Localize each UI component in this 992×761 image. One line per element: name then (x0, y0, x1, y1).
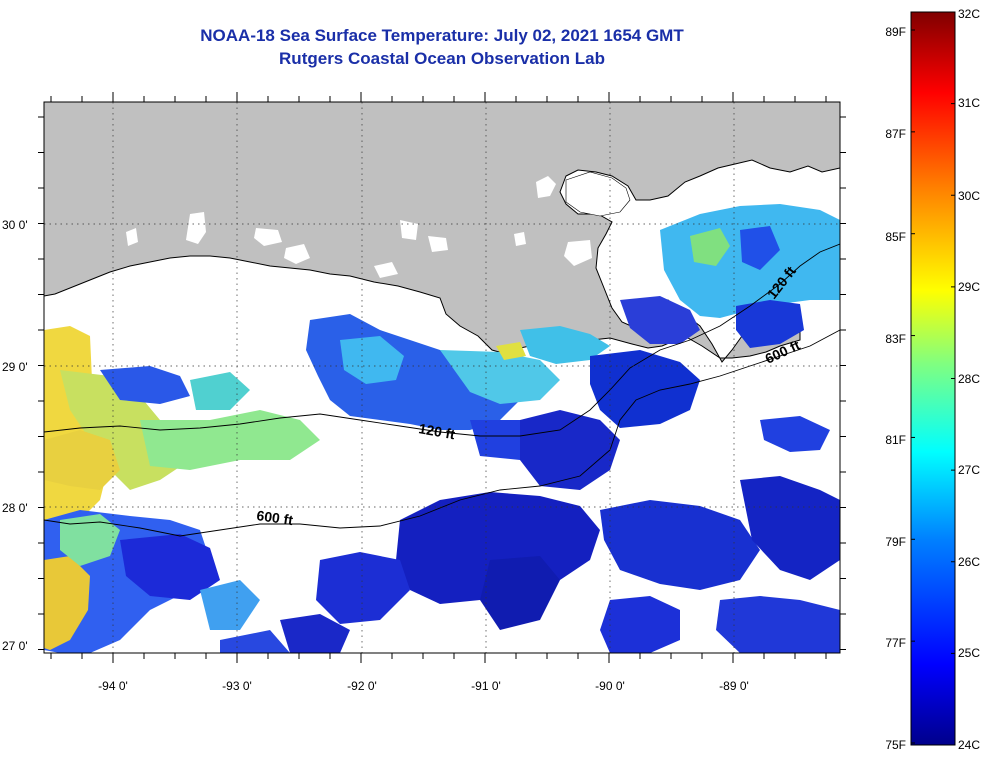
colorbar-fahrenheit-label: 83F (885, 332, 906, 346)
lake (564, 240, 592, 266)
colorbar-fahrenheit-label: 75F (885, 738, 906, 752)
colorbar-fahrenheit-label: 89F (885, 25, 906, 39)
graticule (44, 102, 840, 653)
colorbar-celsius-label: 26C (958, 555, 980, 569)
colorbar-celsius-label: 31C (958, 96, 980, 110)
colorbar (910, 11, 956, 746)
chart-subtitle: Rutgers Coastal Ocean Observation Lab (279, 49, 605, 68)
lon-label: -90 0' (595, 679, 625, 693)
colorbar-fahrenheit-label: 77F (885, 636, 906, 650)
lake (126, 228, 138, 246)
lon-label: -89 0' (719, 679, 749, 693)
contour-label-600ft: 600 ft (256, 507, 295, 528)
axis-ticks (38, 92, 846, 663)
lon-label: -94 0' (98, 679, 128, 693)
lon-label: -93 0' (222, 679, 252, 693)
lon-label: -91 0' (471, 679, 501, 693)
colorbar-celsius-label: 29C (958, 280, 980, 294)
lake (536, 176, 556, 198)
sst-patches (44, 204, 840, 653)
lon-label: -92 0' (347, 679, 377, 693)
colorbar-celsius-label: 25C (958, 646, 980, 660)
lat-label: 30 0' (2, 218, 28, 232)
colorbar-fahrenheit-label: 87F (885, 127, 906, 141)
lake (400, 220, 418, 240)
lake (686, 176, 822, 210)
colorbar-celsius-label: 32C (958, 7, 980, 21)
colorbar-celsius-label: 27C (958, 463, 980, 477)
lat-label: 29 0' (2, 360, 28, 374)
land-mass (44, 102, 840, 363)
lat-label: 28 0' (2, 501, 28, 515)
contour-label-120ft: 120 ft (417, 420, 456, 442)
lake (284, 244, 310, 264)
lake (254, 228, 282, 246)
colorbar-celsius-label: 28C (958, 372, 980, 386)
colorbar-ticks (911, 11, 955, 746)
lake (186, 212, 206, 244)
map-content: 120 ft 600 ft 120 ft 600 ft (44, 102, 840, 653)
colorbar-fahrenheit-label: 79F (885, 535, 906, 549)
lat-label: 27 0' (2, 639, 28, 653)
colorbar-celsius-label: 30C (958, 189, 980, 203)
lake (374, 262, 398, 278)
lake (565, 171, 631, 217)
map-frame (43, 101, 841, 654)
colorbar-fahrenheit-label: 81F (885, 433, 906, 447)
contour-line-600ft (44, 329, 840, 537)
colorbar-celsius-label: 24C (958, 738, 980, 752)
lake (514, 232, 526, 246)
colorbar-fahrenheit-label: 85F (885, 230, 906, 244)
contour-line-120ft (44, 243, 840, 437)
lake (428, 236, 448, 252)
chart-title: NOAA-18 Sea Surface Temperature: July 02… (200, 26, 684, 45)
